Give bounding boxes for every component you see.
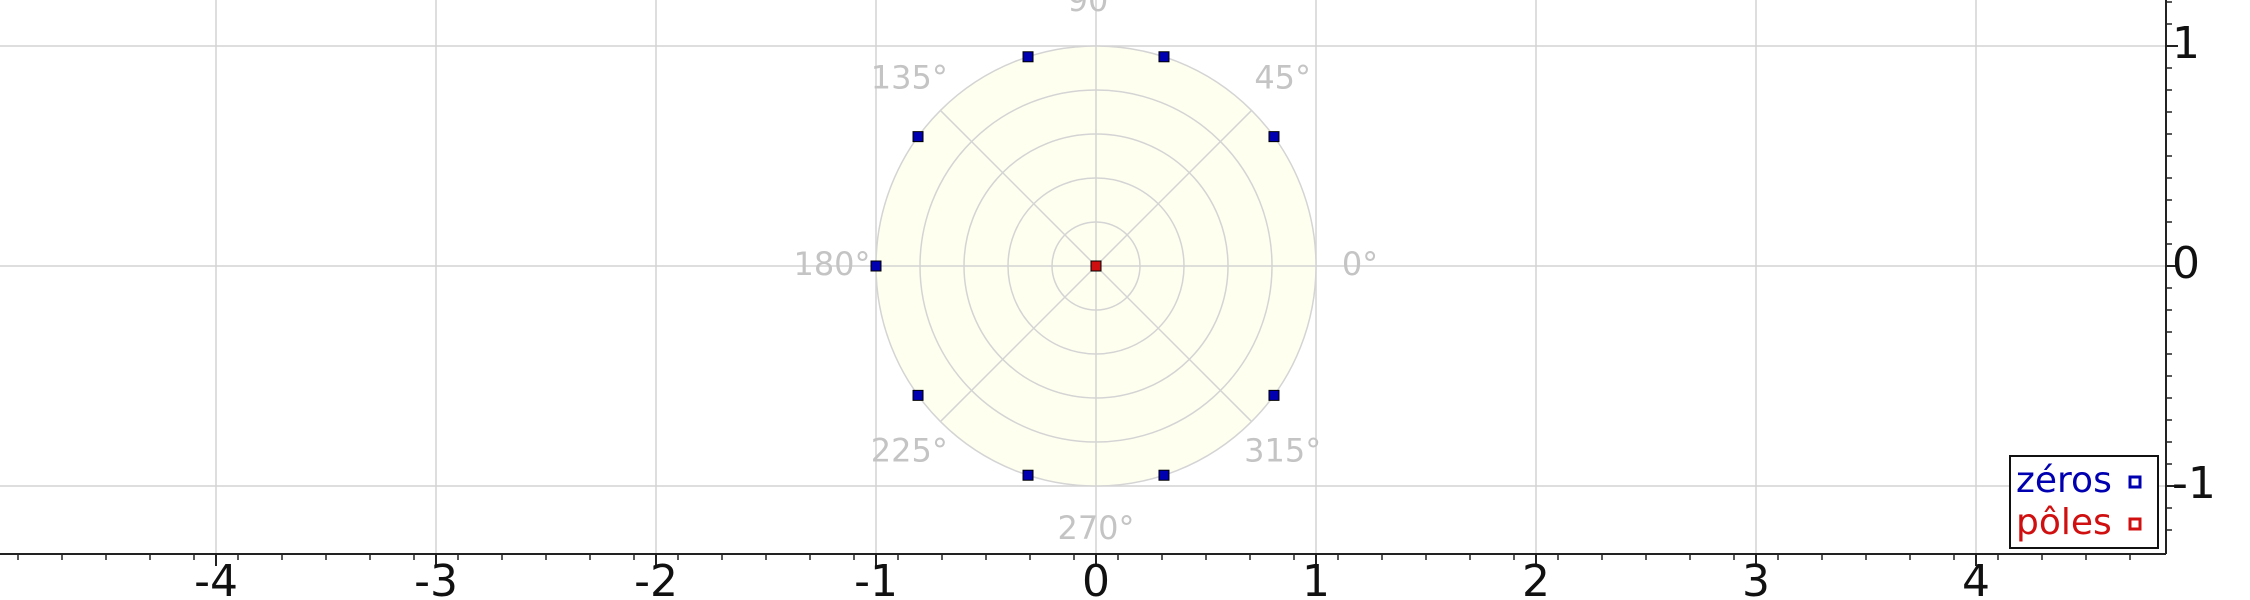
zero-marker [1158,469,1170,481]
polar-angle-label: 135° [871,58,948,96]
zero-marker [1022,469,1034,481]
legend-label: pôles [2016,502,2112,543]
polar-angle-label: 0° [1342,245,1378,283]
zero-marker [1268,131,1280,143]
polar-angle-label: 180° [793,245,870,283]
polar-ring [1007,177,1185,355]
legend-marker [2128,517,2142,531]
x-tick-label: 1 [1302,556,1330,600]
x-tick-label: -4 [194,556,238,600]
polar-angle-label: 270° [1057,509,1134,547]
zero-marker [1268,389,1280,401]
x-tick-label: 4 [1962,556,1990,600]
legend-box [2009,455,2159,549]
x-tick-label: 0 [1082,556,1110,600]
polar-angle-label: 315° [1244,432,1321,470]
polar-ring [919,89,1273,443]
legend-label: zéros [2016,460,2112,501]
zero-marker [870,260,882,272]
polar-spoke [1095,265,1253,423]
y-tick-label: -1 [2172,458,2216,509]
zero-marker [1158,51,1170,63]
unit-circle-polar-grid: 0° 45° 90° 135° 180° 225° 270° 315° [793,0,1378,547]
x-tick-label: -3 [414,556,458,600]
polar-spoke [939,265,1097,423]
x-tick-label: -1 [854,556,898,600]
polar-ring [963,133,1229,399]
x-tick-label: 2 [1522,556,1550,600]
polar-spoke [1095,109,1253,267]
zero-marker [912,389,924,401]
pole-marker [1090,260,1102,272]
polar-angle-label: 90° [1068,0,1125,19]
polar-angle-label: 45° [1254,58,1311,96]
y-tick-label: 0 [2172,238,2200,289]
polar-spoke [939,109,1097,267]
polar-angle-label: 225° [871,432,948,470]
legend-marker [2128,475,2142,489]
x-tick-label: 3 [1742,556,1770,600]
y-tick-label: 1 [2172,18,2200,69]
zero-marker [912,131,924,143]
zero-marker [1022,51,1034,63]
data-points [870,51,1280,481]
polar-ring [1051,221,1141,311]
x-tick-label: -2 [634,556,678,600]
